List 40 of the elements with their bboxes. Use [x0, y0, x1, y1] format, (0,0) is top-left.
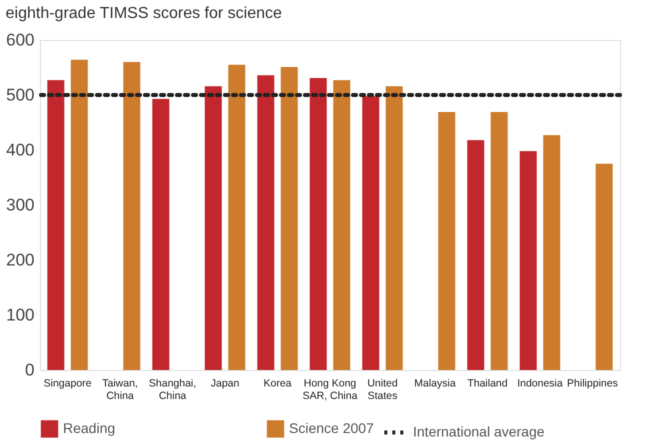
- x-tick-label: Korea: [263, 378, 292, 390]
- legend-label: Science 2007: [289, 420, 374, 436]
- chart-title: eighth-grade TIMSS scores for science: [6, 5, 282, 22]
- bar: [228, 64, 246, 370]
- bar: [310, 78, 327, 370]
- legend-label: International average: [413, 424, 545, 440]
- bar: [123, 62, 140, 370]
- x-tick-label: Malaysia: [414, 378, 456, 390]
- x-tick-label: Shanghai, China: [148, 378, 196, 402]
- y-tick-label: 0: [25, 360, 34, 380]
- legend-label: Reading: [63, 420, 116, 436]
- x-tick-label: Hong Kong SAR, China: [302, 378, 358, 402]
- x-tick-label: Philippines: [567, 378, 618, 390]
- bar: [333, 80, 350, 370]
- bar: [257, 75, 274, 370]
- y-tick-label: 500: [6, 86, 34, 104]
- bar: [47, 80, 64, 370]
- y-tick-label: 300: [6, 196, 34, 214]
- bar: [362, 96, 380, 370]
- y-tick-label: 100: [6, 306, 34, 324]
- bar: [386, 86, 403, 370]
- bar: [520, 151, 537, 370]
- x-tick-label: Indonesia: [517, 378, 563, 390]
- bar: [596, 164, 613, 370]
- y-tick-label: 600: [6, 30, 34, 50]
- x-tick-label: Thailand: [467, 378, 508, 390]
- x-tick-label: Singapore: [44, 378, 92, 390]
- x-tick-label: Japan: [210, 378, 240, 390]
- bar: [467, 140, 484, 370]
- bar: [280, 66, 298, 370]
- bar: [152, 98, 170, 370]
- bar: [543, 135, 560, 370]
- bar: [70, 60, 88, 370]
- bar: [204, 86, 222, 370]
- y-tick-label: 200: [6, 250, 34, 270]
- bar: [438, 112, 456, 370]
- y-tick-label: 400: [6, 140, 34, 160]
- bar: [490, 112, 508, 370]
- x-tick-label: United States: [367, 378, 398, 402]
- x-tick-label: Taiwan, China: [102, 378, 138, 402]
